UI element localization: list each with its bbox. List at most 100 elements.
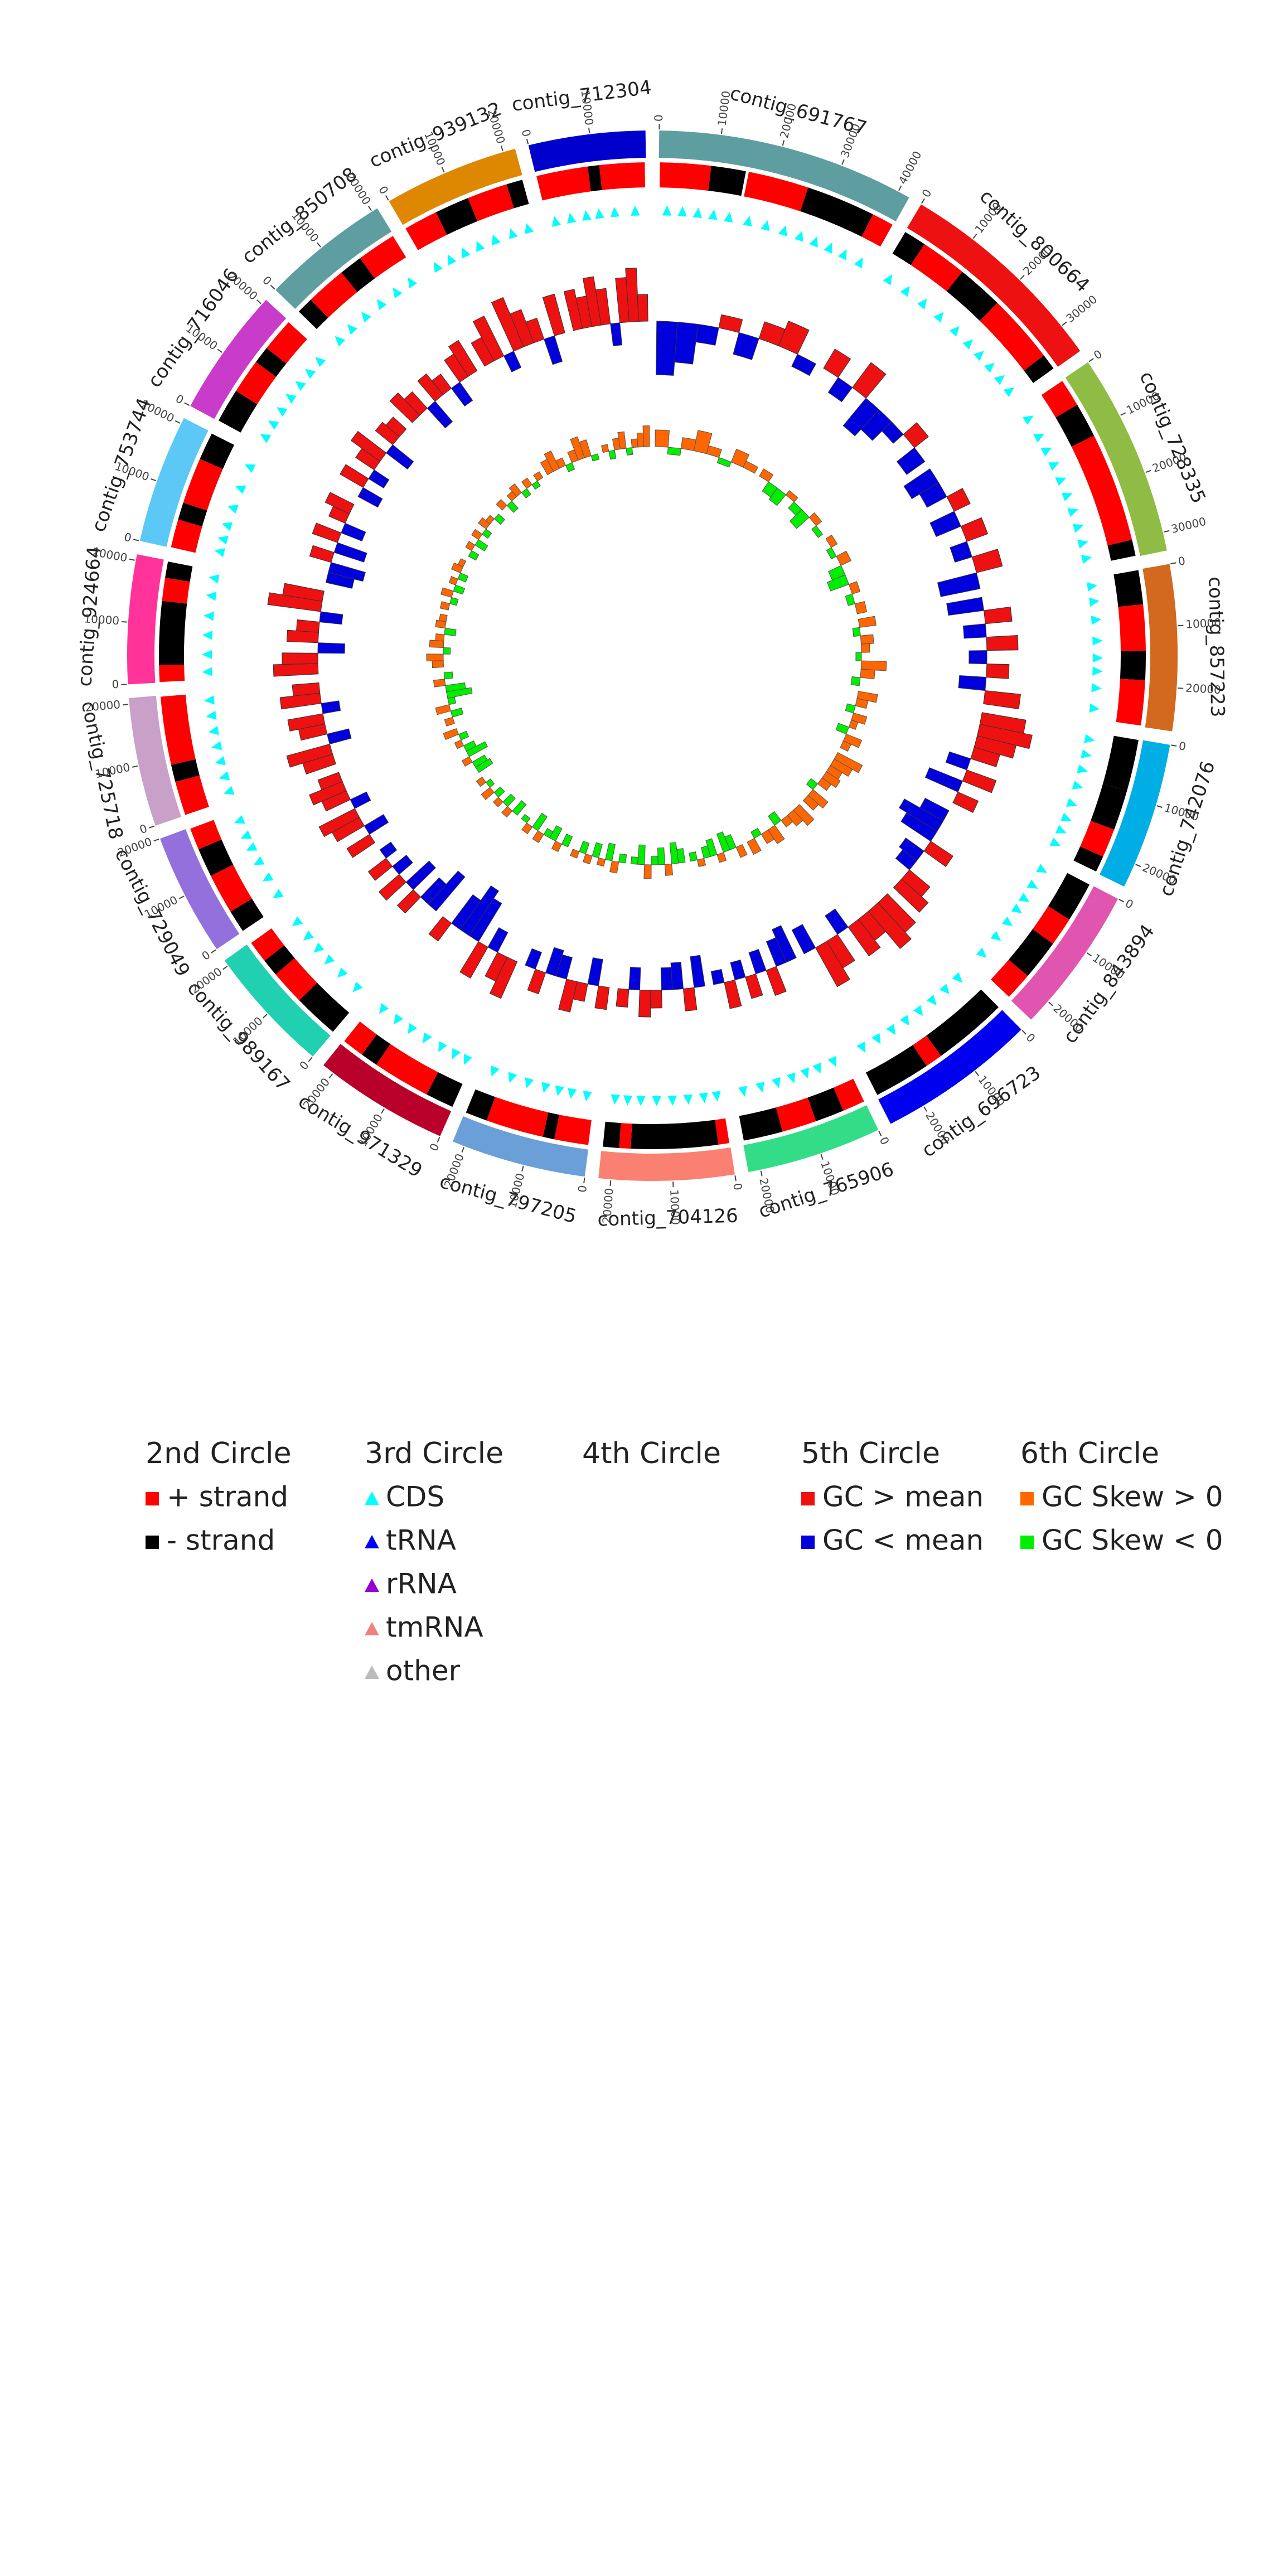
skew-bar bbox=[475, 758, 493, 773]
cds-marker bbox=[809, 236, 818, 248]
gc-bar bbox=[340, 464, 369, 488]
cds-marker bbox=[423, 1032, 432, 1044]
cds-marker bbox=[1023, 415, 1034, 425]
legend-label: tmRNA bbox=[386, 1611, 483, 1644]
skew-bar bbox=[696, 858, 706, 868]
strand-feature bbox=[311, 272, 357, 318]
tick-mark bbox=[820, 1154, 824, 1160]
cds-marker bbox=[1084, 734, 1095, 743]
skew-bar bbox=[848, 581, 861, 594]
tick-label: 0 bbox=[1178, 739, 1187, 753]
strand-feature bbox=[255, 348, 287, 377]
tick-mark bbox=[1156, 805, 1163, 808]
strand-feature bbox=[298, 299, 328, 330]
gc-bar bbox=[503, 351, 522, 372]
skew-bar bbox=[485, 778, 495, 788]
skew-bar bbox=[472, 754, 488, 768]
cds-marker bbox=[303, 930, 314, 941]
skew-bar bbox=[630, 856, 639, 865]
cds-marker bbox=[800, 1067, 809, 1079]
tick-label: 20000 bbox=[485, 108, 508, 146]
cds-marker bbox=[778, 225, 787, 236]
strand-feature bbox=[861, 214, 893, 247]
gc-bar bbox=[544, 335, 563, 365]
cds-marker bbox=[883, 274, 893, 285]
skew-bar bbox=[808, 512, 822, 526]
gc-bar bbox=[971, 549, 1003, 573]
cds-marker bbox=[285, 394, 297, 404]
skew-bar bbox=[657, 847, 666, 865]
cds-marker bbox=[1033, 433, 1044, 443]
tick-label: 20000 bbox=[1185, 681, 1222, 696]
legend-label: + strand bbox=[167, 1481, 288, 1513]
cds-marker bbox=[610, 206, 620, 217]
strand-feature bbox=[264, 945, 295, 975]
skew-bar bbox=[457, 572, 469, 583]
tick-mark bbox=[132, 765, 138, 768]
tick-label: 0 bbox=[112, 677, 119, 691]
tick-mark bbox=[317, 242, 321, 248]
gc-bar bbox=[983, 606, 1013, 624]
cds-marker bbox=[812, 1062, 821, 1074]
gc-bar bbox=[357, 487, 383, 508]
skew-bar bbox=[533, 471, 544, 482]
gc-bar bbox=[983, 690, 1021, 710]
skew-bar bbox=[440, 587, 454, 598]
tick-mark bbox=[760, 1170, 763, 1176]
strand-feature bbox=[1118, 604, 1146, 651]
cds-marker bbox=[208, 725, 219, 735]
strand-feature bbox=[165, 561, 193, 582]
cds-marker bbox=[204, 695, 215, 705]
strand-feature bbox=[599, 162, 646, 190]
cds-marker bbox=[352, 981, 363, 992]
skew-bar bbox=[664, 863, 674, 876]
tick-label: 0 bbox=[376, 183, 391, 196]
skew-bar bbox=[860, 669, 875, 680]
gc-bar bbox=[903, 422, 929, 448]
legend-marker bbox=[1020, 1492, 1034, 1505]
skew-bar bbox=[551, 840, 563, 853]
cds-marker bbox=[786, 1072, 796, 1083]
skew-bar bbox=[768, 487, 787, 506]
tick-mark bbox=[1020, 275, 1025, 280]
gc-bar bbox=[969, 650, 987, 665]
cds-marker bbox=[202, 631, 213, 640]
legend-marker bbox=[365, 1535, 379, 1548]
tick-mark bbox=[153, 838, 159, 842]
gc-bar bbox=[946, 488, 971, 512]
cds-marker bbox=[583, 1091, 592, 1102]
cds-marker bbox=[227, 505, 239, 514]
strand-feature bbox=[603, 1121, 621, 1148]
skew-bar bbox=[448, 576, 458, 585]
cds-marker bbox=[984, 362, 995, 373]
gc-bar bbox=[379, 841, 398, 859]
cds-marker bbox=[551, 216, 561, 227]
gc-bar bbox=[333, 542, 367, 563]
gc-bar bbox=[364, 814, 389, 835]
cds-marker bbox=[1040, 447, 1052, 457]
contig-name: contig_704126 bbox=[597, 1205, 738, 1231]
gc-bar bbox=[428, 916, 452, 942]
contig-band bbox=[389, 148, 522, 225]
skew-bar bbox=[521, 822, 533, 835]
gc-bar bbox=[628, 967, 641, 991]
strand-feature bbox=[405, 212, 447, 250]
cds-marker bbox=[393, 287, 403, 299]
gc-bar bbox=[542, 293, 565, 336]
tick-label: 0 bbox=[1024, 1030, 1038, 1045]
gc-bar bbox=[791, 924, 816, 955]
contig-band bbox=[323, 1044, 452, 1136]
gc-bar bbox=[946, 597, 985, 616]
cds-marker bbox=[582, 210, 592, 221]
strand-feature bbox=[1055, 404, 1095, 447]
cds-marker bbox=[962, 339, 973, 350]
cds-marker bbox=[913, 1005, 923, 1016]
contig-band bbox=[528, 130, 646, 172]
skew-bar bbox=[439, 601, 451, 611]
contig-band bbox=[139, 418, 209, 547]
legend-label: GC < mean bbox=[822, 1524, 984, 1557]
tick-mark bbox=[256, 299, 262, 304]
skew-bar bbox=[443, 728, 459, 740]
gc-bar bbox=[451, 894, 481, 930]
cds-marker bbox=[347, 324, 358, 335]
